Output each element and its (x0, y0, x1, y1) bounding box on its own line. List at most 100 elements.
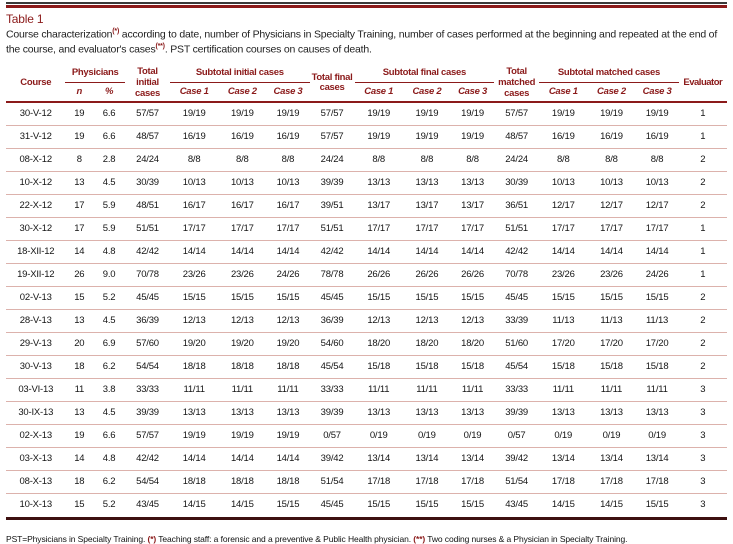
cell-initial-case1: 14/15 (170, 493, 219, 517)
cell-final-case1: 17/17 (354, 217, 403, 241)
cell-total-initial: 48/57 (124, 125, 171, 149)
cell-initial-case3: 8/8 (266, 148, 310, 172)
table-row: 02-V-13 15 5.2 45/45 15/15 15/15 15/15 45/45 15/… (6, 286, 727, 310)
cell-final-case3: 14/14 (450, 240, 495, 264)
cell-final-case1: 13/13 (354, 171, 403, 195)
cell-total-matched: 36/51 (494, 194, 540, 218)
cell-final-case1: 11/11 (354, 378, 403, 402)
cell-n: 19 (65, 424, 94, 448)
cell-initial-case1: 18/18 (170, 470, 219, 494)
cell-evaluator: 3 (678, 401, 727, 425)
cell-final-case3: 8/8 (450, 148, 495, 172)
cell-n: 8 (65, 148, 94, 172)
cell-n: 11 (65, 378, 94, 402)
cell-final-case3: 13/13 (450, 401, 495, 425)
top-rule-accent (6, 5, 727, 8)
cell-initial-case2: 11/11 (218, 378, 267, 402)
cell-matched-case1: 13/14 (539, 447, 588, 471)
cell-initial-case2: 16/17 (218, 194, 267, 218)
cell-matched-case3: 0/19 (635, 424, 679, 448)
cell-initial-case2: 12/13 (218, 309, 267, 333)
cell-pct: 6.6 (93, 424, 125, 448)
table-row: 22-X-12 17 5.9 48/51 16/17 16/17 16/17 39/51 13/… (6, 194, 727, 218)
cell-n: 15 (65, 493, 94, 517)
cell-final-case3: 13/17 (450, 194, 495, 218)
cell-initial-case1: 19/20 (170, 332, 219, 356)
cell-evaluator: 1 (678, 217, 727, 241)
cell-matched-case3: 17/17 (635, 217, 679, 241)
cell-n: 13 (65, 401, 94, 425)
cell-final-case2: 19/19 (402, 125, 451, 149)
cell-matched-case1: 8/8 (539, 148, 588, 172)
header-physicians-group: Physicians (65, 65, 125, 83)
cell-initial-case2: 14/15 (218, 493, 267, 517)
cell-total-final: 39/42 (309, 447, 355, 471)
cell-final-case2: 19/19 (402, 101, 451, 126)
cell-total-matched: 48/57 (494, 125, 540, 149)
cell-total-matched: 24/24 (494, 148, 540, 172)
cell-initial-case1: 23/26 (170, 263, 219, 287)
cell-matched-case2: 14/14 (587, 240, 636, 264)
table-caption: Course characterization(*) according to … (6, 27, 721, 57)
cell-matched-case1: 15/18 (539, 355, 588, 379)
cell-total-final: 36/39 (309, 309, 355, 333)
cell-initial-case3: 18/18 (266, 470, 310, 494)
cell-evaluator: 1 (678, 263, 727, 287)
cell-total-initial: 36/39 (124, 309, 171, 333)
cell-initial-case2: 23/26 (218, 263, 267, 287)
cell-total-matched: 39/39 (494, 401, 540, 425)
cell-initial-case2: 19/19 (218, 101, 267, 126)
cell-final-case2: 12/13 (402, 309, 451, 333)
cell-matched-case3: 15/18 (635, 355, 679, 379)
cell-n: 26 (65, 263, 94, 287)
cell-total-final: 51/54 (309, 470, 355, 494)
cell-total-matched: 42/42 (494, 240, 540, 264)
cell-initial-case2: 14/14 (218, 240, 267, 264)
table-row: 10-X-12 13 4.5 30/39 10/13 10/13 10/13 39/39 13/… (6, 171, 727, 195)
cell-matched-case1: 0/19 (539, 424, 588, 448)
cell-evaluator: 3 (678, 447, 727, 471)
cell-matched-case1: 11/11 (539, 378, 588, 402)
table-row: 30-X-12 17 5.9 51/51 17/17 17/17 17/17 51/51 17/… (6, 217, 727, 241)
cell-initial-case3: 15/15 (266, 286, 310, 310)
cell-pct: 6.6 (93, 101, 125, 126)
cell-initial-case1: 18/18 (170, 355, 219, 379)
header-matched-case1: Case 1 (548, 85, 578, 97)
cell-initial-case2: 18/18 (218, 355, 267, 379)
cell-matched-case3: 14/14 (635, 240, 679, 264)
footnote-marker-2: (**) (413, 533, 426, 544)
cell-matched-case1: 17/20 (539, 332, 588, 356)
cell-matched-case2: 17/18 (587, 470, 636, 494)
cell-matched-case1: 17/17 (539, 217, 588, 241)
cell-matched-case1: 14/14 (539, 240, 588, 264)
cell-total-final: 24/24 (309, 148, 355, 172)
cell-matched-case2: 15/18 (587, 355, 636, 379)
cell-matched-case3: 15/15 (635, 493, 679, 517)
cell-matched-case3: 16/19 (635, 125, 679, 149)
cell-final-case3: 0/19 (450, 424, 495, 448)
cell-final-case1: 13/14 (354, 447, 403, 471)
cell-initial-case3: 19/19 (266, 101, 310, 126)
cell-initial-case1: 19/19 (170, 101, 219, 126)
cell-initial-case3: 14/14 (266, 240, 310, 264)
cell-total-final: 45/54 (309, 355, 355, 379)
cell-total-initial: 33/33 (124, 378, 171, 402)
cell-final-case1: 17/18 (354, 470, 403, 494)
cell-course: 03-X-13 (6, 447, 66, 471)
table-row: 31-V-12 19 6.6 48/57 16/19 16/19 16/19 57/57 19/… (6, 125, 727, 149)
cell-final-case3: 15/15 (450, 286, 495, 310)
top-rule-thin (6, 2, 727, 4)
cell-initial-case1: 16/17 (170, 194, 219, 218)
cell-total-matched: 33/39 (494, 309, 540, 333)
table-title: Table 1 (6, 12, 44, 26)
cell-final-case1: 14/14 (354, 240, 403, 264)
table-header: Course Physicians Total initial cases Su… (6, 65, 727, 102)
cell-n: 13 (65, 309, 94, 333)
cell-total-initial: 30/39 (124, 171, 171, 195)
cell-final-case2: 26/26 (402, 263, 451, 287)
cell-evaluator: 1 (678, 240, 727, 264)
cell-final-case2: 15/15 (402, 286, 451, 310)
cell-final-case2: 13/14 (402, 447, 451, 471)
caption-marker-2: (**) (155, 43, 166, 51)
cell-pct: 4.8 (93, 240, 125, 264)
